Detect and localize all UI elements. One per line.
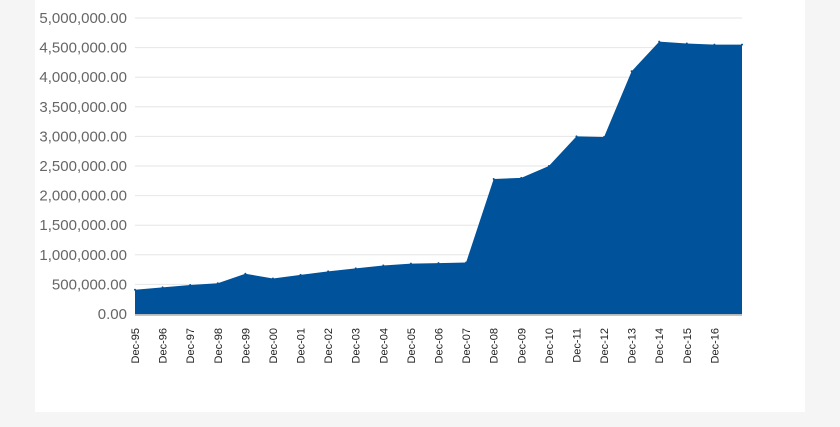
data-point [244, 272, 247, 275]
x-tick-label: Dec-12 [599, 328, 611, 363]
y-tick-label: 3,000,000.00 [39, 128, 127, 145]
x-tick-label: Dec-11 [571, 328, 583, 363]
x-tick-label: Dec-02 [323, 328, 335, 363]
x-tick-label: Dec-13 [627, 328, 639, 363]
data-point [134, 288, 136, 291]
plot-area [134, 40, 743, 315]
data-point [547, 165, 550, 167]
y-tick-label: 4,000,000.00 [39, 69, 127, 86]
data-point [354, 267, 357, 270]
y-tick-label: 0.00 [98, 306, 127, 323]
data-point [658, 40, 661, 43]
data-point [161, 286, 164, 289]
x-tick-label: Dec-05 [406, 328, 418, 363]
data-point [409, 262, 412, 265]
data-point [603, 135, 606, 138]
x-tick-label: Dec-97 [185, 328, 197, 363]
data-point [575, 135, 578, 138]
y-tick-label: 500,000.00 [52, 276, 127, 293]
x-tick-label: Dec-99 [240, 328, 252, 363]
data-point [216, 282, 219, 285]
x-tick-label: Dec-00 [268, 328, 280, 363]
chart: 0.00 500,000.00 1,000,000.00 1,500,000.00 2,… [35, 0, 805, 412]
x-tick-label: Dec-95 [130, 328, 142, 363]
x-tick-label: Dec-14 [654, 328, 666, 363]
x-tick-label: Dec-15 [682, 328, 694, 363]
data-point [685, 42, 688, 45]
x-tick-label: Dec-96 [158, 328, 170, 363]
y-tick-label: 1,000,000.00 [39, 247, 127, 264]
x-tick-label: Dec-09 [516, 328, 528, 363]
data-point [465, 261, 468, 264]
x-tick-label: Dec-08 [489, 328, 501, 363]
y-axis: 0.00 500,000.00 1,000,000.00 1,500,000.00 2,… [39, 10, 127, 323]
x-tick-label: Dec-06 [434, 328, 446, 363]
data-point [630, 70, 633, 73]
data-point [327, 270, 330, 273]
data-point [271, 277, 274, 280]
data-point [437, 262, 440, 265]
x-tick-label: Dec-10 [544, 328, 556, 363]
area-chart: 0.00 500,000.00 1,000,000.00 1,500,000.00 2,… [39, 10, 743, 363]
y-tick-label: 1,500,000.00 [39, 217, 127, 234]
area-series [135, 41, 742, 315]
y-tick-label: 4,500,000.00 [39, 40, 127, 57]
x-tick-label: Dec-01 [296, 328, 308, 363]
y-tick-label: 2,500,000.00 [39, 158, 127, 175]
y-tick-label: 2,000,000.00 [39, 188, 127, 205]
data-point [713, 43, 716, 46]
x-tick-label: Dec-07 [461, 328, 473, 363]
data-point [520, 176, 523, 179]
y-tick-label: 5,000,000.00 [39, 10, 127, 27]
x-tick-label: Dec-03 [351, 328, 363, 363]
x-tick-label: Dec-16 [709, 328, 721, 363]
data-point [492, 178, 495, 181]
x-axis: Dec-95 Dec-96 Dec-97 Dec-98 Dec-99 Dec-00 Dec-… [130, 314, 742, 363]
data-point [741, 43, 743, 46]
data-point [189, 283, 192, 286]
data-point [382, 264, 385, 267]
x-tick-label: Dec-98 [213, 328, 225, 363]
x-tick-label: Dec-04 [378, 328, 390, 363]
data-point [299, 273, 302, 276]
y-tick-label: 3,500,000.00 [39, 99, 127, 116]
